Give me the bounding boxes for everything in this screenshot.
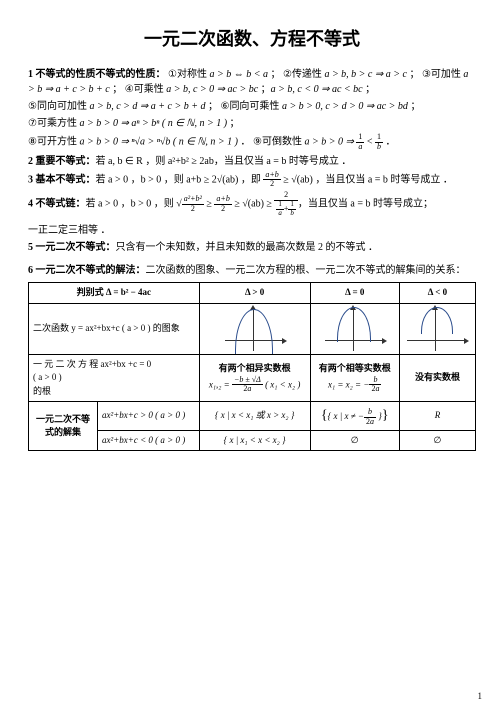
section-2: 2 重要不等式：若 a, b ∈ R ，则 a²+b² ≥ 2ab，当且仅当 a… [28, 154, 476, 169]
roots-zero: 有两个相等实数根x₁ = x₂ = −b2a [310, 354, 399, 402]
section-3: 3 基本不等式：若 a > 0 ，b > 0 ，则 a+b ≥ 2√(ab) ，… [28, 171, 476, 190]
table-row-graph: 二次函数 y = ax²+bx+c ( a > 0 ) 的图象 [29, 303, 476, 354]
sol-lt-pos: { x | x₁ < x < x₂ } [199, 430, 310, 451]
sol-gt-neg: R [399, 402, 475, 430]
sol-lt-zero: ∅ [310, 430, 399, 451]
summary-table: 判别式 Δ = b² − 4ac Δ > 0 Δ = 0 Δ < 0 二次函数 … [28, 282, 476, 451]
sol-lt-neg: ∅ [399, 430, 475, 451]
table-row-ineq1: 一元二次不等式的解集 ax²+bx+c > 0 ( a > 0 ) { x | … [29, 402, 476, 430]
ineq-lt: ax²+bx+c < 0 ( a > 0 ) [98, 430, 200, 451]
graph-cell-2 [310, 303, 399, 354]
row-label-graph: 二次函数 y = ax²+bx+c ( a > 0 ) 的图象 [29, 303, 200, 354]
section-1-line3: ⑦可乘方性 a > b > 0 ⇒ aⁿ > bⁿ ( n ∈ ℕ, n > 1… [28, 116, 476, 131]
row-label-roots: 一 元 二 次 方 程 ax²+bx +c = 0 ( a > 0 ) 的根 [29, 354, 200, 402]
th-d-pos: Δ > 0 [199, 283, 310, 304]
section-4: 4 不等式链：若 a > 0 ，b > 0 ，则 √a²+b²2 ≥ a+b2 … [28, 191, 476, 217]
section-1: 1 不等式的性质不等式的性质： ①对称性 a > b ⇔ b < a ； ②传递… [28, 67, 476, 97]
sol-gt-zero: {{ x | x ≠ −b2a }} [310, 402, 399, 430]
row-label-solset: 一元二次不等式的解集 [29, 402, 98, 451]
page-title: 一元二次函数、方程不等式 [28, 26, 476, 53]
section-5: 5 一元二次不等式：只含有一个未知数，并且未知数的最高次数是 2 的不等式 ． [28, 240, 476, 255]
page-number: 1 [478, 690, 483, 704]
th-discriminant: 判别式 Δ = b² − 4ac [29, 283, 200, 304]
note-line: 一正二定三相等 ． [28, 223, 476, 238]
section-1-line2: ⑤同向可加性 a > b, c > d ⇒ a + c > b + d ； ⑥同… [28, 99, 476, 114]
section-6: 6 一元二次不等式的解法：二次函数的图象、一元二次方程的根、一元二次不等式的解集… [28, 263, 476, 278]
th-d-zero: Δ = 0 [310, 283, 399, 304]
table-row-roots: 一 元 二 次 方 程 ax²+bx +c = 0 ( a > 0 ) 的根 有… [29, 354, 476, 402]
graph-cell-3 [399, 303, 475, 354]
section-1-line4: ⑧可开方性 a > b > 0 ⇒ ⁿ√a > ⁿ√b ( n ∈ ℕ, n >… [28, 133, 476, 152]
th-d-neg: Δ < 0 [399, 283, 475, 304]
roots-pos: 有两个相异实数根x₁,₂ = −b ± √Δ2a ( x₁ < x₂ ) [199, 354, 310, 402]
table-header-row: 判别式 Δ = b² − 4ac Δ > 0 Δ = 0 Δ < 0 [29, 283, 476, 304]
sol-gt-pos: { x | x < x₁ 或 x > x₂ } [199, 402, 310, 430]
ineq-gt: ax²+bx+c > 0 ( a > 0 ) [98, 402, 200, 430]
roots-neg: 没有实数根 [399, 354, 475, 402]
graph-cell-1 [199, 303, 310, 354]
